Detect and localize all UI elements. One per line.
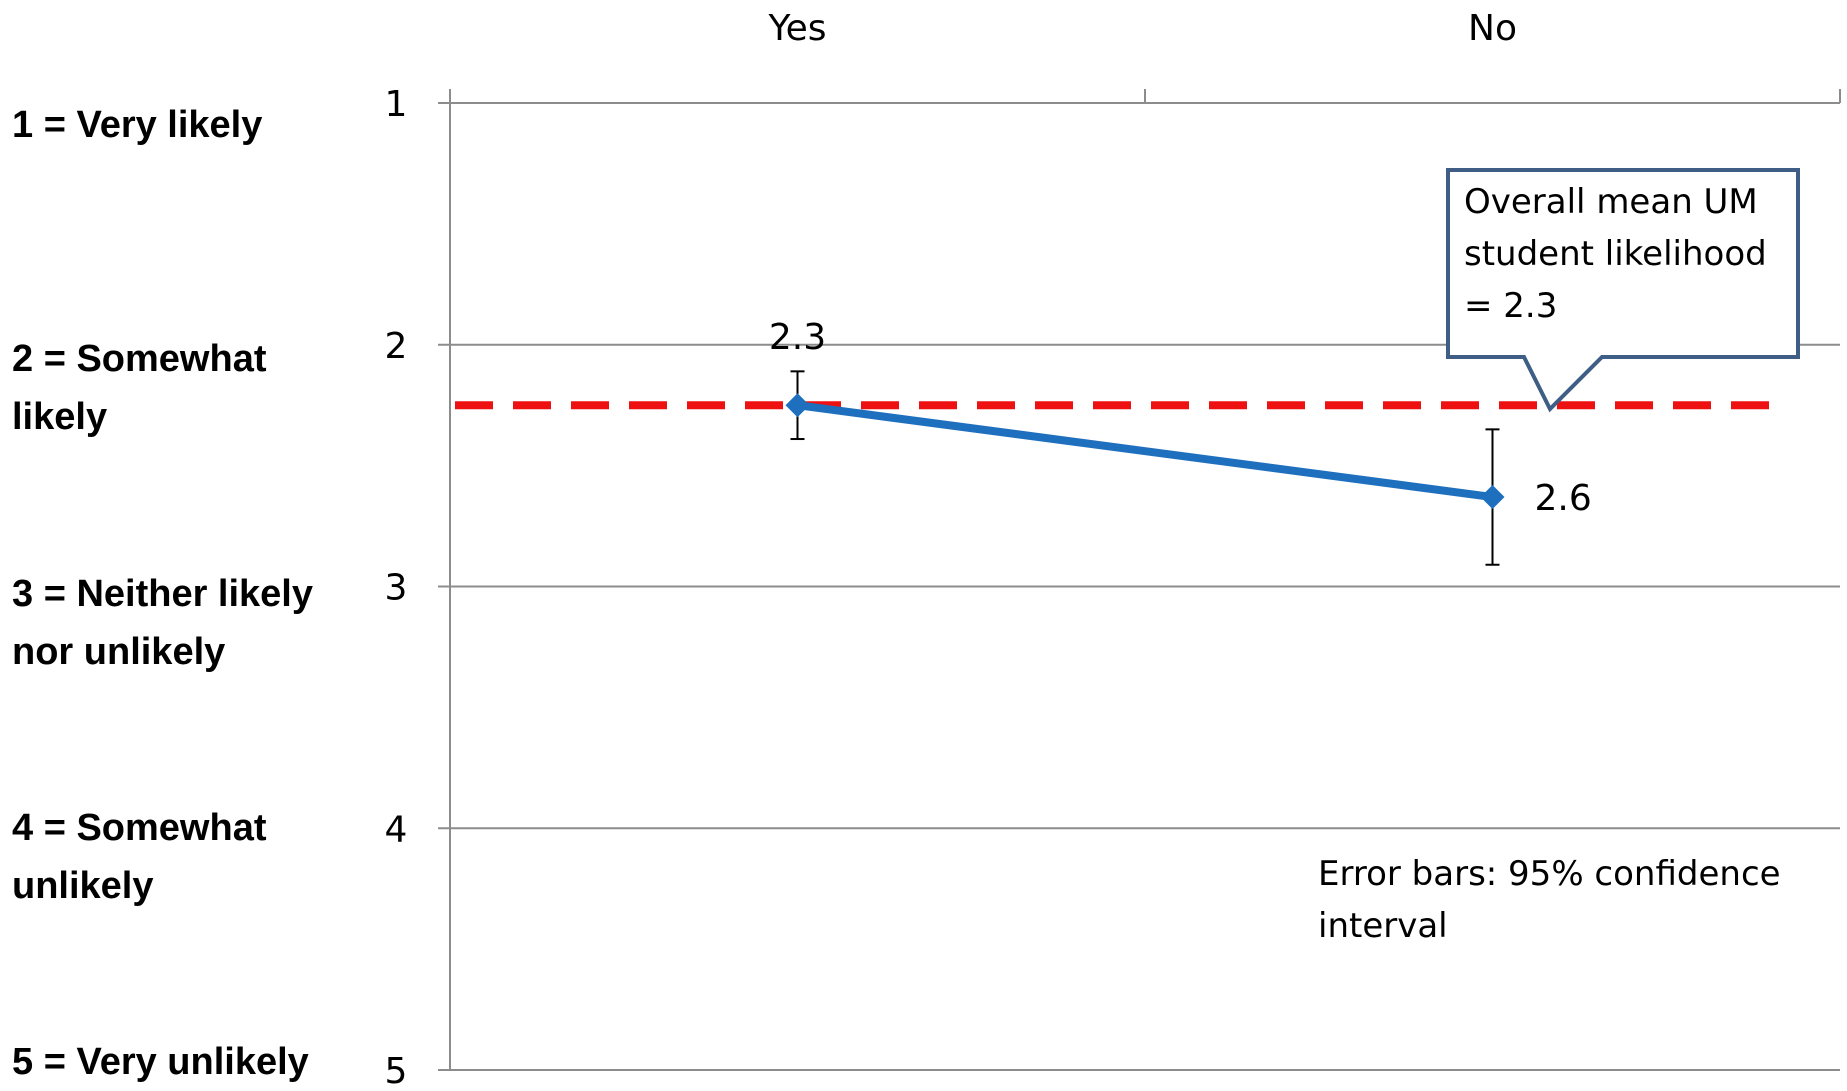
error-bar-note: Error bars: 95% confidence interval xyxy=(1318,854,1781,946)
scale-label-1: 1 = Very likely xyxy=(12,104,263,146)
scale-label-2: 2 = Somewhat likely xyxy=(12,338,267,438)
callout-box xyxy=(1446,168,1800,413)
data-point-0 xyxy=(785,393,810,418)
series-line xyxy=(796,401,1494,502)
x-tick-label-yes: Yes xyxy=(767,8,826,49)
y-tick-label-2: 2 xyxy=(385,326,408,367)
y-tick-label-5: 5 xyxy=(385,1051,408,1084)
y-tick-label-1: 1 xyxy=(385,84,408,125)
data-point-1 xyxy=(1480,485,1505,510)
x-tick-label-no: No xyxy=(1468,8,1517,49)
data-label-0: 2.3 xyxy=(769,317,826,358)
tick-labels: 1 2 3 4 5 Yes No xyxy=(385,8,1517,1084)
y-tick-label-4: 4 xyxy=(385,809,408,850)
series-layer: 2.3 2.6 xyxy=(769,317,1592,566)
scale-label-4: 4 = Somewhat unlikely xyxy=(12,807,267,907)
data-label-1: 2.6 xyxy=(1535,478,1592,519)
scale-label-5: 5 = Very unlikely xyxy=(12,1041,309,1083)
axes xyxy=(438,89,1841,1071)
callout-text: Overall mean UM student likelihood = 2.3 xyxy=(1464,182,1767,326)
scale-label-3: 3 = Neither likely nor unlikely xyxy=(12,573,313,673)
y-tick-label-3: 3 xyxy=(385,568,408,609)
